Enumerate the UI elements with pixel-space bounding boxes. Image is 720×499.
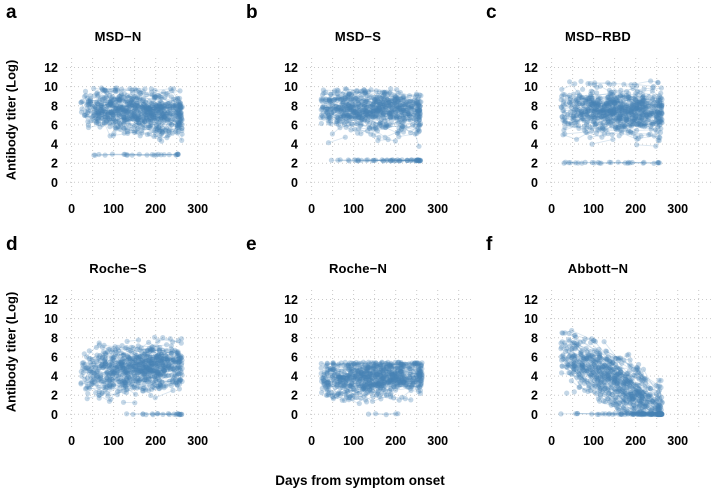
panel-b-letter: b bbox=[246, 2, 258, 23]
panel-e-title: Roche−N bbox=[328, 261, 388, 276]
svg-text:12: 12 bbox=[524, 61, 538, 75]
panel-c-title: MSD−RBD bbox=[564, 29, 632, 44]
x-axis-label: Days from symptom onset bbox=[275, 473, 445, 488]
svg-text:12: 12 bbox=[44, 61, 58, 75]
panel-b-scatter-plot: 0 100 200 300 0 2 4 6 8 10 12 bbox=[258, 50, 480, 216]
panel-d-scatter-plot: 0 100 200 300 0 2 4 6 8 10 12 bbox=[18, 282, 240, 448]
svg-text:10: 10 bbox=[524, 80, 538, 94]
svg-text:0: 0 bbox=[51, 176, 58, 190]
svg-text:10: 10 bbox=[44, 80, 58, 94]
panel-f-title: Abbott−N bbox=[567, 261, 629, 276]
svg-text:8: 8 bbox=[291, 99, 298, 113]
svg-text:6: 6 bbox=[291, 118, 298, 132]
svg-text:8: 8 bbox=[531, 99, 538, 113]
panel-d: d Antibody titer (Log) Roche−S 0 100 200 30… bbox=[0, 232, 240, 465]
svg-text:8: 8 bbox=[51, 99, 58, 113]
svg-text:2: 2 bbox=[291, 157, 298, 171]
panel-c: c MSD−RBD 0 100 200 300 0 2 4 6 8 10 12 bbox=[480, 0, 720, 232]
svg-text:4: 4 bbox=[51, 138, 58, 152]
svg-text:100: 100 bbox=[343, 202, 364, 216]
panel-grid: a Antibody titer (Log) MSD−N 0 100 200 300 0… bbox=[0, 0, 720, 465]
panel-a-letter: a bbox=[6, 2, 17, 23]
svg-text:2: 2 bbox=[51, 157, 58, 171]
svg-text:0: 0 bbox=[68, 202, 75, 216]
svg-text:4: 4 bbox=[291, 138, 298, 152]
svg-text:200: 200 bbox=[145, 202, 166, 216]
svg-text:0: 0 bbox=[308, 202, 315, 216]
svg-text:4: 4 bbox=[531, 138, 538, 152]
svg-text:300: 300 bbox=[667, 202, 688, 216]
panel-e-scatter-plot: 0 100 200 300 0 2 4 6 8 10 12 bbox=[258, 282, 480, 448]
panel-b: b MSD−S 0 100 200 300 0 2 4 6 8 10 12 bbox=[240, 0, 480, 232]
svg-text:10: 10 bbox=[284, 80, 298, 94]
panel-f: f Abbott−N 0 100 200 300 0 2 4 6 8 10 12 bbox=[480, 232, 720, 465]
svg-text:200: 200 bbox=[385, 202, 406, 216]
svg-text:100: 100 bbox=[103, 202, 124, 216]
y-axis-label: Antibody titer (Log) bbox=[3, 291, 19, 413]
panel-a: a Antibody titer (Log) MSD−N 0 100 200 300 0… bbox=[0, 0, 240, 232]
svg-text:0: 0 bbox=[291, 176, 298, 190]
panel-e: e Roche−N 0 100 200 300 0 2 4 6 8 10 12 bbox=[240, 232, 480, 465]
svg-text:2: 2 bbox=[531, 157, 538, 171]
panel-c-letter: c bbox=[486, 2, 497, 23]
svg-text:0: 0 bbox=[548, 202, 555, 216]
panel-f-scatter-plot: 0 100 200 300 0 2 4 6 8 10 12 bbox=[498, 282, 720, 448]
svg-text:0: 0 bbox=[531, 176, 538, 190]
panel-d-letter: d bbox=[6, 234, 18, 255]
svg-text:6: 6 bbox=[51, 118, 58, 132]
svg-text:300: 300 bbox=[427, 202, 448, 216]
svg-text:100: 100 bbox=[583, 202, 604, 216]
svg-text:6: 6 bbox=[531, 118, 538, 132]
panel-a-scatter-plot: 0 100 200 300 0 2 4 6 8 10 12 bbox=[18, 50, 240, 216]
panel-e-letter: e bbox=[246, 234, 257, 255]
svg-text:200: 200 bbox=[625, 202, 646, 216]
y-axis-label: Antibody titer (Log) bbox=[3, 59, 19, 181]
panel-f-letter: f bbox=[486, 234, 493, 255]
panel-c-scatter-plot: 0 100 200 300 0 2 4 6 8 10 12 bbox=[498, 50, 720, 216]
panel-b-title: MSD−S bbox=[334, 29, 382, 44]
panel-d-title: Roche−S bbox=[89, 261, 147, 276]
panel-a-title: MSD−N bbox=[94, 29, 142, 44]
svg-text:300: 300 bbox=[187, 202, 208, 216]
svg-text:12: 12 bbox=[284, 61, 298, 75]
